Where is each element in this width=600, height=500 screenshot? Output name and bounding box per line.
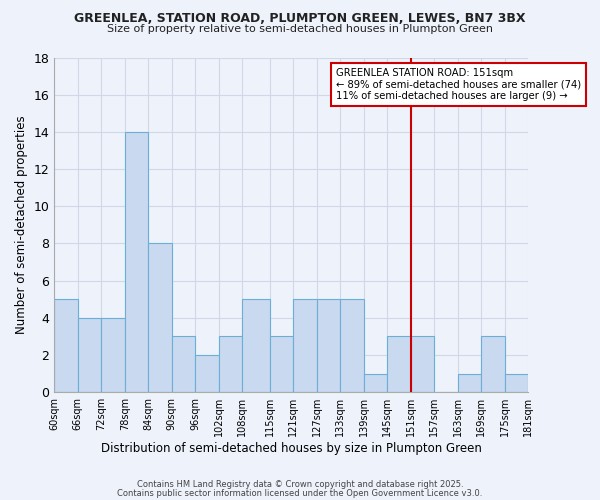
Bar: [458, 374, 481, 392]
Bar: [101, 318, 125, 392]
Bar: [172, 336, 195, 392]
Bar: [219, 336, 242, 392]
Y-axis label: Number of semi-detached properties: Number of semi-detached properties: [15, 116, 28, 334]
Bar: [387, 336, 411, 392]
Bar: [293, 299, 317, 392]
Bar: [317, 299, 340, 392]
Text: Contains public sector information licensed under the Open Government Licence v3: Contains public sector information licen…: [118, 488, 482, 498]
Bar: [411, 336, 434, 392]
Bar: [270, 336, 293, 392]
Bar: [54, 299, 78, 392]
Bar: [195, 355, 219, 392]
Text: GREENLEA STATION ROAD: 151sqm
← 89% of semi-detached houses are smaller (74)
11%: GREENLEA STATION ROAD: 151sqm ← 89% of s…: [336, 68, 581, 100]
Bar: [364, 374, 387, 392]
Bar: [125, 132, 148, 392]
Bar: [505, 374, 528, 392]
Text: Size of property relative to semi-detached houses in Plumpton Green: Size of property relative to semi-detach…: [107, 24, 493, 34]
Bar: [242, 299, 270, 392]
Bar: [481, 336, 505, 392]
X-axis label: Distribution of semi-detached houses by size in Plumpton Green: Distribution of semi-detached houses by …: [101, 442, 482, 455]
Text: GREENLEA, STATION ROAD, PLUMPTON GREEN, LEWES, BN7 3BX: GREENLEA, STATION ROAD, PLUMPTON GREEN, …: [74, 12, 526, 26]
Bar: [78, 318, 101, 392]
Bar: [340, 299, 364, 392]
Bar: [148, 244, 172, 392]
Text: Contains HM Land Registry data © Crown copyright and database right 2025.: Contains HM Land Registry data © Crown c…: [137, 480, 463, 489]
